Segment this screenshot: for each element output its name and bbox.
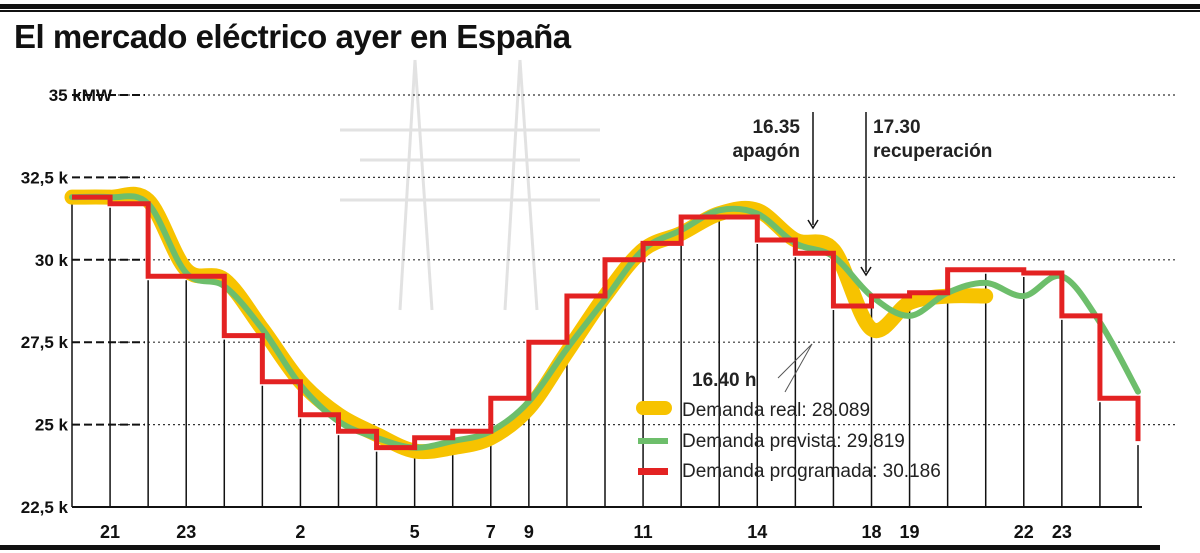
recuperacion-label: recuperación — [873, 141, 992, 162]
chart-title: El mercado eléctrico ayer en España — [14, 18, 571, 55]
bottom-rule — [0, 545, 1160, 550]
legend-label-prevista: Demanda prevista: 29.819 — [682, 431, 905, 452]
x-tick-label: 19 — [900, 522, 920, 542]
pylon-background-icon — [340, 59, 600, 311]
x-tick-label: 22 — [1014, 522, 1034, 542]
legend-label-real: Demanda real: 28.089 — [682, 400, 870, 421]
series-demanda-prevista — [69, 193, 1141, 451]
top-rule-thick — [0, 4, 1200, 9]
recuperacion-annotation: 17.30 recuperación — [860, 112, 992, 277]
y-tick-label: 30 k — [35, 251, 69, 270]
y-tick-label: 22,5 k — [21, 498, 69, 517]
x-tick-label: 14 — [747, 522, 767, 542]
x-axis-labels: 21 23 2 5 7 9 11 14 18 19 22 23 — [100, 522, 1072, 542]
arrow-down-icon — [860, 266, 872, 277]
y-tick-label: 32,5 k — [21, 168, 69, 187]
top-rule — [0, 0, 1200, 14]
x-tick-label: 2 — [295, 522, 305, 542]
point-annotation-1640: 16.40 h — [692, 343, 813, 393]
x-tick-label: 9 — [524, 522, 534, 542]
x-tick-label: 5 — [410, 522, 420, 542]
x-tick-label: 23 — [1052, 522, 1072, 542]
x-tick-label: 18 — [861, 522, 881, 542]
apagon-annotation: 16.35 apagón — [732, 112, 819, 230]
recuperacion-time: 17.30 — [873, 117, 921, 138]
point-label: 16.40 h — [692, 370, 756, 391]
legend-swatch-real — [636, 401, 672, 415]
x-tick-label: 21 — [100, 522, 120, 542]
top-rule-thin — [0, 10, 1200, 12]
y-tick-label: 25 k — [35, 416, 69, 435]
x-tick-label: 23 — [176, 522, 196, 542]
series-demanda-programada — [72, 194, 1141, 451]
x-tick-label: 11 — [634, 522, 653, 542]
legend: Demanda real: 28.089 Demanda prevista: 2… — [636, 400, 941, 482]
gridlines — [72, 94, 1175, 426]
y-tick-label: 35 kMW — [49, 86, 113, 105]
arrow-down-icon — [807, 219, 819, 230]
y-axis-labels: 35 kMW 32,5 k 30 k 27,5 k 25 k 22,5 k — [21, 86, 113, 517]
y-tick-label: 27,5 k — [21, 333, 69, 352]
apagon-label: apagón — [732, 141, 800, 162]
legend-swatch-prevista — [638, 438, 668, 444]
legend-swatch-programada — [638, 468, 668, 475]
x-tick-label: 7 — [486, 522, 496, 542]
legend-label-programada: Demanda programada: 30.186 — [682, 461, 941, 482]
hour-ticks — [71, 201, 1139, 507]
apagon-time: 16.35 — [752, 117, 800, 138]
